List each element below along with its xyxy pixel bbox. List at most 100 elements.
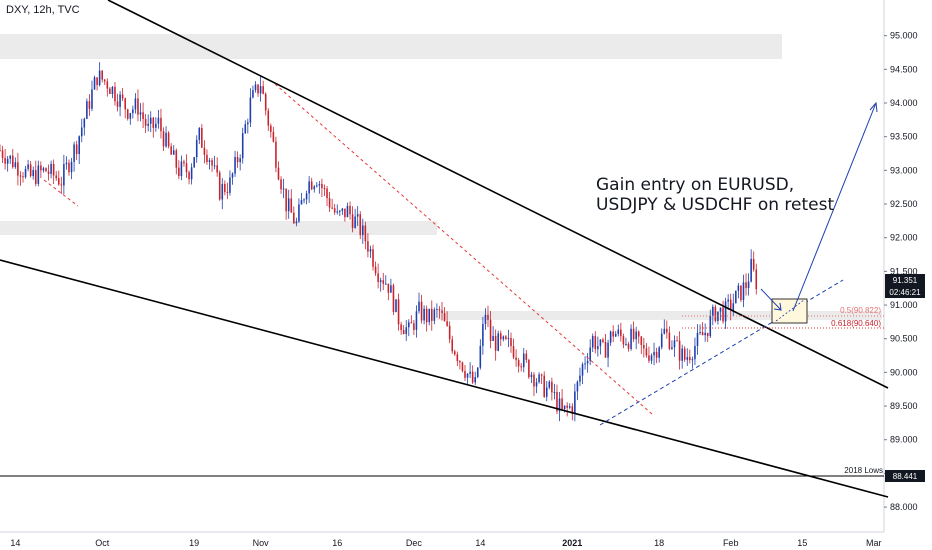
entry-box-diagonal xyxy=(775,299,805,322)
time-tick-label: Mar xyxy=(866,538,882,548)
candle-down xyxy=(714,306,717,322)
candle-up xyxy=(354,216,356,228)
countdown-value: 02:46:21 xyxy=(889,288,921,297)
candle-up xyxy=(712,306,714,317)
candle-down xyxy=(264,93,267,111)
candle-down xyxy=(620,329,622,337)
candle-down xyxy=(167,132,170,147)
candle-down xyxy=(162,131,165,147)
candle-up xyxy=(303,199,305,201)
candle-up xyxy=(341,208,344,211)
candle-down xyxy=(627,343,630,349)
candle-down xyxy=(349,205,351,215)
candle-up xyxy=(522,353,525,368)
candle-up xyxy=(356,214,359,217)
candle-down xyxy=(683,348,686,360)
time-tick-label: Oct xyxy=(95,538,110,548)
descending-support-line xyxy=(0,259,889,498)
red-dashed-trendline-2 xyxy=(274,83,653,415)
candle-up xyxy=(568,406,571,408)
price-tick-label: 95.000 xyxy=(890,31,918,41)
candle-up xyxy=(696,332,699,346)
candle-down xyxy=(270,125,272,132)
candle-down xyxy=(47,171,50,174)
time-tick-label: 18 xyxy=(654,538,664,548)
candle-up xyxy=(492,335,494,341)
candle-up xyxy=(658,347,660,358)
candle-up xyxy=(379,280,382,283)
candle-up xyxy=(129,113,132,119)
candle-down xyxy=(103,79,106,82)
low-2018-value: 88.441 xyxy=(893,472,918,481)
candle-up xyxy=(254,84,257,91)
candle-down xyxy=(448,325,451,340)
candle-down xyxy=(499,333,502,340)
candle-down xyxy=(367,241,369,252)
candle-up xyxy=(384,283,387,285)
candle-down xyxy=(22,176,24,178)
candle-up xyxy=(747,281,750,289)
symbol-label: DXY, 12h, TVC xyxy=(6,4,80,16)
candle-down xyxy=(392,285,395,313)
price-tick-label: 94.500 xyxy=(890,64,918,74)
candle-up xyxy=(134,98,137,110)
candle-up xyxy=(249,97,252,123)
candle-down xyxy=(137,98,139,115)
candle-down xyxy=(290,198,293,213)
price-tick-label: 94.000 xyxy=(890,98,918,108)
candle-down xyxy=(645,348,648,356)
candle-up xyxy=(308,181,310,194)
low-2018-label: 2018 Lows xyxy=(844,466,883,475)
candle-down xyxy=(413,323,415,330)
time-tick-label: 2021 xyxy=(562,538,582,548)
candle-down xyxy=(387,283,390,293)
candle-down xyxy=(446,321,448,326)
candle-up xyxy=(609,331,612,343)
candle-down xyxy=(668,332,671,349)
candle-up xyxy=(234,157,236,174)
candle-down xyxy=(443,313,446,322)
candle-down xyxy=(551,381,553,393)
price-tick-label: 90.000 xyxy=(890,367,918,377)
candle-down xyxy=(19,175,22,177)
candle-down xyxy=(510,338,512,347)
candle-down xyxy=(604,341,607,358)
candle-down xyxy=(144,119,147,126)
candle-down xyxy=(257,84,259,94)
candle-up xyxy=(244,124,247,134)
candle-up xyxy=(686,357,689,360)
candle-down xyxy=(594,336,597,350)
candle-up xyxy=(190,167,193,180)
candle-up xyxy=(295,221,298,224)
candle-up xyxy=(635,331,637,340)
candle-down xyxy=(459,361,461,363)
candle-up xyxy=(507,338,510,340)
projection-arrow-head xyxy=(869,101,878,113)
candle-down xyxy=(602,339,604,342)
candle-down xyxy=(170,146,172,155)
candle-down xyxy=(29,164,32,177)
candle-down xyxy=(451,339,454,352)
candle-up xyxy=(132,109,134,114)
candle-down xyxy=(397,299,400,325)
candle-up xyxy=(433,309,436,321)
candle-up xyxy=(339,210,341,212)
candle-up xyxy=(581,364,584,376)
candle-up xyxy=(86,101,88,119)
candle-down xyxy=(310,181,313,190)
candle-up xyxy=(671,347,673,349)
time-tick-label: Feb xyxy=(723,538,739,548)
candle-up xyxy=(650,355,653,361)
candle-down xyxy=(75,144,78,155)
price-tick-label: 91.500 xyxy=(890,266,918,276)
candle-down xyxy=(382,280,385,284)
candle-down xyxy=(218,172,221,200)
candle-down xyxy=(489,319,492,341)
candle-down xyxy=(461,362,464,371)
candle-up xyxy=(599,339,602,347)
candle-down xyxy=(612,331,614,337)
candle-down xyxy=(515,357,517,361)
candle-down xyxy=(323,188,326,190)
candle-down xyxy=(540,374,543,376)
